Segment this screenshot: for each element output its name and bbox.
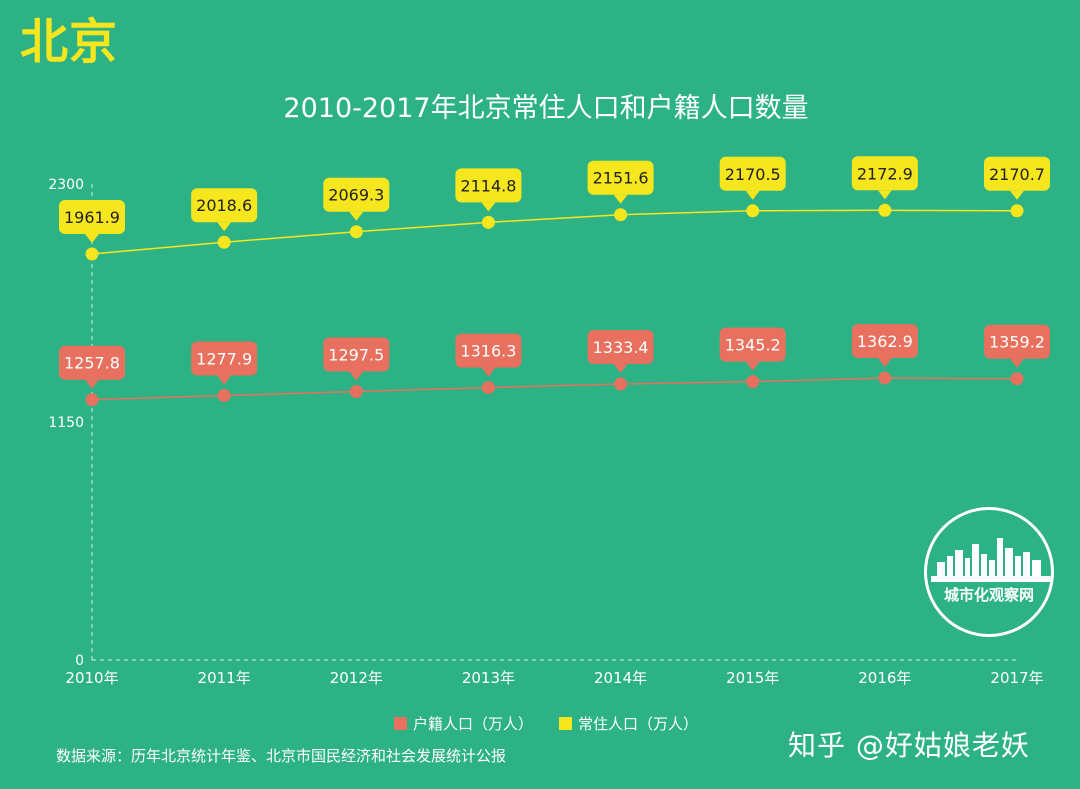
- series-point-0-7: [1010, 204, 1024, 218]
- y-tick-label-2: 2300: [48, 177, 84, 193]
- data-label-pointer-0-0: [85, 233, 99, 243]
- data-label-1-7: 1359.2: [989, 333, 1045, 352]
- data-label-1-4: 1333.4: [593, 338, 649, 357]
- series-point-0-1: [217, 235, 231, 249]
- series-line-1: [91, 377, 1018, 401]
- legend-item-resident: 常住人口（万人）: [559, 713, 698, 734]
- logo: 城市化观察网: [924, 507, 1054, 637]
- data-label-pointer-1-2: [349, 371, 364, 381]
- data-label-pointer-1-4: [613, 364, 628, 374]
- data-label-box-0-6: [851, 156, 918, 191]
- data-label-pointer-0-2: [349, 211, 364, 221]
- data-label-pointer-1-5: [745, 361, 760, 371]
- series-point-1-2: [349, 384, 363, 398]
- data-label-0-4: 2151.6: [593, 169, 649, 188]
- series-point-0-3: [481, 215, 495, 229]
- data-label-0-3: 2114.8: [460, 176, 516, 195]
- legend-item-registered: 户籍人口（万人）: [394, 713, 533, 734]
- data-label-pointer-1-6: [877, 357, 892, 367]
- x-tick-label-3: 2013年: [462, 669, 515, 687]
- x-tick-label-5: 2015年: [726, 669, 779, 687]
- series-point-1-0: [85, 393, 99, 407]
- data-label-pointer-0-4: [613, 194, 628, 204]
- legend: 户籍人口（万人） 常住人口（万人）: [394, 713, 698, 734]
- x-tick-label-2: 2012年: [330, 669, 383, 687]
- x-tick-label-4: 2014年: [594, 669, 647, 687]
- data-label-0-6: 2172.9: [857, 164, 913, 183]
- chart-title: 2010-2017年北京常住人口和户籍人口数量: [283, 93, 809, 124]
- series-point-0-5: [746, 204, 760, 218]
- data-label-box-0-4: [587, 160, 654, 195]
- data-label-box-1-0: [59, 345, 125, 380]
- series-point-0-2: [349, 225, 363, 239]
- data-label-0-7: 2170.7: [989, 165, 1045, 184]
- data-label-1-3: 1316.3: [460, 342, 516, 361]
- series-point-0-4: [614, 208, 628, 222]
- series-point-1-5: [746, 375, 760, 389]
- series-point-1-4: [614, 377, 628, 391]
- data-label-pointer-0-7: [1010, 190, 1024, 200]
- x-tick-label-1: 2011年: [198, 669, 251, 687]
- data-label-box-0-5: [719, 156, 786, 191]
- data-label-box-1-7: [984, 324, 1050, 359]
- data-label-0-2: 2069.3: [328, 186, 384, 205]
- data-label-pointer-0-3: [481, 202, 496, 212]
- series-point-0-6: [878, 203, 892, 217]
- legend-label-registered: 户籍人口（万人）: [413, 715, 534, 733]
- data-label-box-1-2: [323, 337, 390, 372]
- x-tick-label-0: 2010年: [65, 669, 118, 687]
- data-label-box-1-1: [191, 341, 258, 376]
- skyline-icon: [931, 538, 1051, 582]
- legend-swatch-resident: [559, 717, 573, 730]
- data-label-pointer-0-1: [217, 222, 232, 232]
- legend-label-resident: 常住人口（万人）: [578, 715, 699, 733]
- data-label-pointer-1-1: [217, 375, 232, 385]
- data-label-pointer-1-3: [481, 367, 496, 377]
- corner-title: 北京: [20, 14, 119, 70]
- y-tick-label-1: 1150: [48, 415, 84, 431]
- series-point-1-7: [1010, 372, 1024, 386]
- data-label-pointer-0-5: [745, 190, 760, 200]
- data-label-box-0-0: [59, 199, 125, 234]
- data-label-1-2: 1297.5: [328, 345, 384, 364]
- data-label-pointer-1-0: [85, 379, 99, 389]
- x-tick-label-7: 2017年: [990, 669, 1043, 687]
- data-label-box-1-4: [587, 330, 654, 365]
- series-point-1-6: [878, 371, 892, 385]
- watermark: 知乎 @好姑娘老妖: [788, 729, 1030, 762]
- data-label-1-5: 1345.2: [725, 336, 781, 355]
- x-tick-label-6: 2016年: [858, 669, 911, 687]
- data-label-box-0-3: [455, 168, 522, 203]
- data-label-pointer-0-6: [877, 190, 892, 200]
- data-label-0-1: 2018.6: [196, 196, 252, 215]
- data-label-box-0-7: [984, 156, 1050, 191]
- data-label-box-1-5: [719, 327, 786, 362]
- series-point-1-3: [481, 381, 495, 395]
- data-label-box-0-1: [191, 188, 258, 223]
- data-label-0-0: 1961.9: [64, 208, 120, 227]
- data-label-box-1-3: [455, 333, 522, 368]
- data-label-1-0: 1257.8: [64, 354, 120, 373]
- data-label-0-5: 2170.5: [725, 165, 781, 184]
- legend-swatch-registered: [394, 717, 407, 730]
- series-point-0-0: [85, 247, 99, 261]
- data-label-box-1-6: [851, 323, 918, 358]
- data-label-pointer-1-7: [1010, 358, 1024, 368]
- series-point-1-1: [217, 389, 231, 403]
- y-tick-label-0: 0: [75, 653, 84, 669]
- data-label-box-0-2: [323, 177, 390, 212]
- data-source-note: 数据来源：历年北京统计年鉴、北京市国民经济和社会发展统计公报: [56, 747, 507, 765]
- series-line-0: [91, 209, 1018, 255]
- logo-text: 城市化观察网: [943, 586, 1034, 604]
- data-label-1-6: 1362.9: [857, 332, 913, 351]
- data-label-1-1: 1277.9: [196, 350, 252, 369]
